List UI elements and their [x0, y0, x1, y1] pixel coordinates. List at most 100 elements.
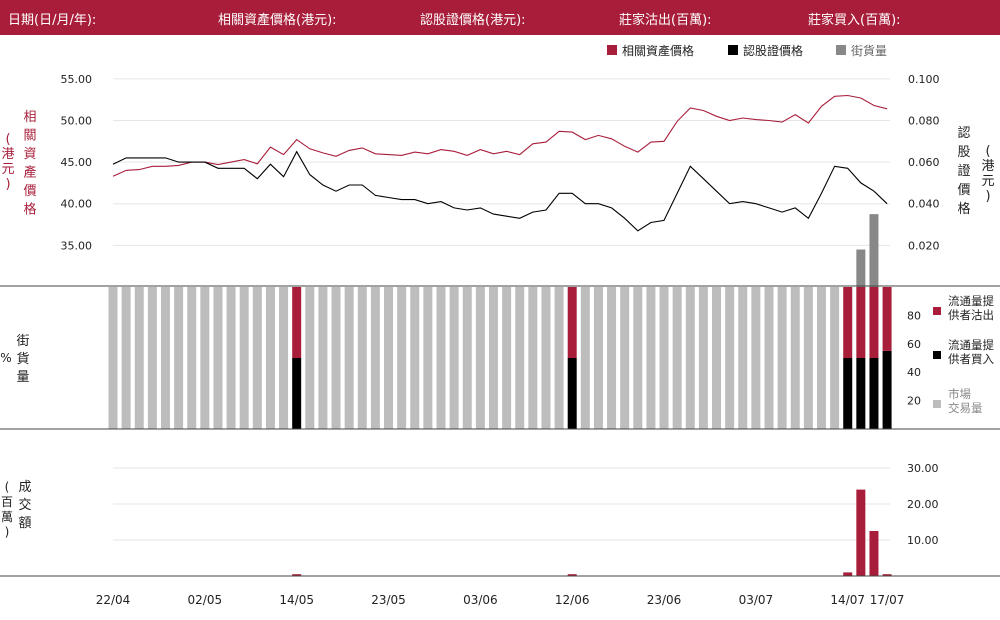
- right-y-tick-label: 0.060: [908, 156, 940, 169]
- volume-share-bar: [462, 287, 472, 429]
- volume-share-bar: [620, 287, 630, 429]
- turnover-bar: [567, 574, 577, 576]
- volume-share-y-tick-label: 60: [907, 338, 921, 351]
- right-y-axis-unit-char: ): [985, 189, 990, 204]
- volume-share-bar: [488, 287, 498, 429]
- x-tick-label: 03/06: [463, 593, 498, 607]
- price-legend: 相關資產價格 認股證價格 街貨量: [607, 43, 887, 58]
- volume-share-bar: [423, 287, 433, 429]
- turnover-y-tick-label: 20.00: [907, 498, 939, 511]
- turnover-axis-unit-char: ): [5, 525, 10, 539]
- volume-share-bar: [712, 287, 722, 429]
- volume-share-bar: [528, 287, 538, 429]
- volume-share-bar: [121, 287, 131, 429]
- header-bar: 日期(日/月/年): 相關資產價格(港元): 認股證價格(港元): 莊家沽出(百…: [0, 0, 1000, 35]
- volume-share-bar: [410, 287, 420, 429]
- volume-share-bar: [357, 287, 367, 429]
- legend-swatch: [836, 45, 846, 55]
- volume-share-bar: [226, 287, 236, 429]
- volume-share-bar: [882, 287, 892, 351]
- turnover-axis-title-char: 成: [18, 480, 31, 495]
- left-y-tick-label: 55.00: [61, 73, 93, 86]
- volume-share-bar: [593, 287, 603, 429]
- volume-share-bar: [790, 287, 800, 429]
- left-y-tick-label: 50.00: [61, 114, 93, 127]
- volume-share-bar: [554, 287, 564, 429]
- turnover-axis-unit-char: (: [5, 480, 10, 494]
- volume-share-bars: [108, 287, 892, 429]
- left-y-axis-title-char: 資: [23, 147, 36, 162]
- volume-share-bar: [187, 287, 197, 429]
- volume-share-bar: [305, 287, 315, 429]
- volume-share-bar: [449, 287, 459, 429]
- volume-share-bar: [646, 287, 656, 429]
- volume-share-bar: [279, 287, 289, 429]
- volume-share-legend-label: 流通量提: [948, 338, 994, 352]
- x-tick-label: 03/07: [739, 593, 774, 607]
- volume-share-bar: [397, 287, 407, 429]
- right-y-tick-label: 0.040: [908, 198, 940, 211]
- date-label: 日期(日/月/年):: [8, 13, 97, 28]
- legend-swatch: [728, 45, 738, 55]
- turnover-y-tick-label: 30.00: [907, 462, 939, 475]
- mm-sell-label: 莊家沽出(百萬):: [619, 13, 712, 28]
- x-tick-label: 17/07: [870, 593, 905, 607]
- volume-share-bar: [698, 287, 708, 429]
- left-y-axis-unit-char: (: [5, 132, 10, 147]
- volume-share-legend-label: 供者買入: [948, 352, 994, 366]
- volume-share-y-tick-label: 40: [907, 366, 921, 379]
- warrant-price-line: [112, 150, 888, 232]
- volume-share-bar: [803, 287, 813, 429]
- volume-share-bar: [200, 287, 210, 429]
- left-y-axis-title-char: 價: [23, 184, 36, 199]
- price-lines: [112, 94, 888, 232]
- volume-share-legend-swatch: [933, 351, 941, 359]
- volume-share-bar: [567, 358, 577, 429]
- turnover-axis-title: 成交額 (百萬): [1, 480, 32, 539]
- left-y-axis-title-char: 相: [23, 110, 36, 125]
- right-y-tick-label: 0.020: [908, 239, 940, 252]
- volume-share-y-ticks: 80 60 40 20: [907, 309, 921, 407]
- volume-share-bar: [160, 287, 170, 429]
- volume-share-bar: [764, 287, 774, 429]
- left-y-tick-label: 40.00: [61, 198, 93, 211]
- volume-share-bar: [567, 287, 577, 358]
- left-y-tick-label: 35.00: [61, 239, 93, 252]
- volume-share-bar: [607, 287, 617, 429]
- x-tick-label: 23/06: [647, 593, 682, 607]
- left-y-axis-unit-char: 港: [1, 147, 14, 162]
- right-y-axis-title-char: 價: [957, 183, 970, 198]
- volume-share-legend-swatch: [933, 400, 941, 408]
- left-y-tick-label: 45.00: [61, 156, 93, 169]
- right-y-tick-label: 0.080: [908, 114, 940, 127]
- underlying-price-line: [112, 94, 888, 177]
- volume-share-bar: [384, 287, 394, 429]
- x-tick-label: 23/05: [371, 593, 406, 607]
- outstanding-bars: [856, 214, 879, 287]
- volume-share-y-tick-label: 20: [907, 395, 921, 408]
- left-y-axis-title-char: 產: [23, 165, 36, 181]
- left-y-ticks: 55.00 50.00 45.00 40.00 35.00: [61, 73, 93, 253]
- volume-share-axis-title: 街貨量%: [0, 334, 29, 385]
- right-y-axis-unit-char: (: [985, 144, 990, 159]
- volume-share-bar: [370, 287, 380, 429]
- legend-swatch: [607, 45, 617, 55]
- volume-share-bar: [213, 287, 223, 429]
- legend-label: 相關資產價格: [622, 43, 694, 58]
- volume-share-bar: [147, 287, 157, 429]
- volume-share-bar: [265, 287, 275, 429]
- volume-share-bar: [344, 287, 354, 429]
- turnover-bar: [869, 531, 879, 576]
- volume-share-legend-label: 供者沽出: [948, 308, 994, 322]
- volume-share-bar: [882, 350, 892, 429]
- volume-share-bar: [475, 287, 485, 429]
- turnover-axis-title-char: 額: [18, 516, 31, 531]
- volume-share-bar: [843, 287, 853, 358]
- volume-share-bar: [515, 287, 525, 429]
- turnover-bar: [292, 574, 302, 576]
- right-y-axis-title-char: 股: [957, 145, 970, 160]
- volume-share-bar: [292, 287, 302, 358]
- volume-share-legend-label: 交易量: [948, 401, 983, 415]
- legend-label: 認股證價格: [743, 43, 803, 58]
